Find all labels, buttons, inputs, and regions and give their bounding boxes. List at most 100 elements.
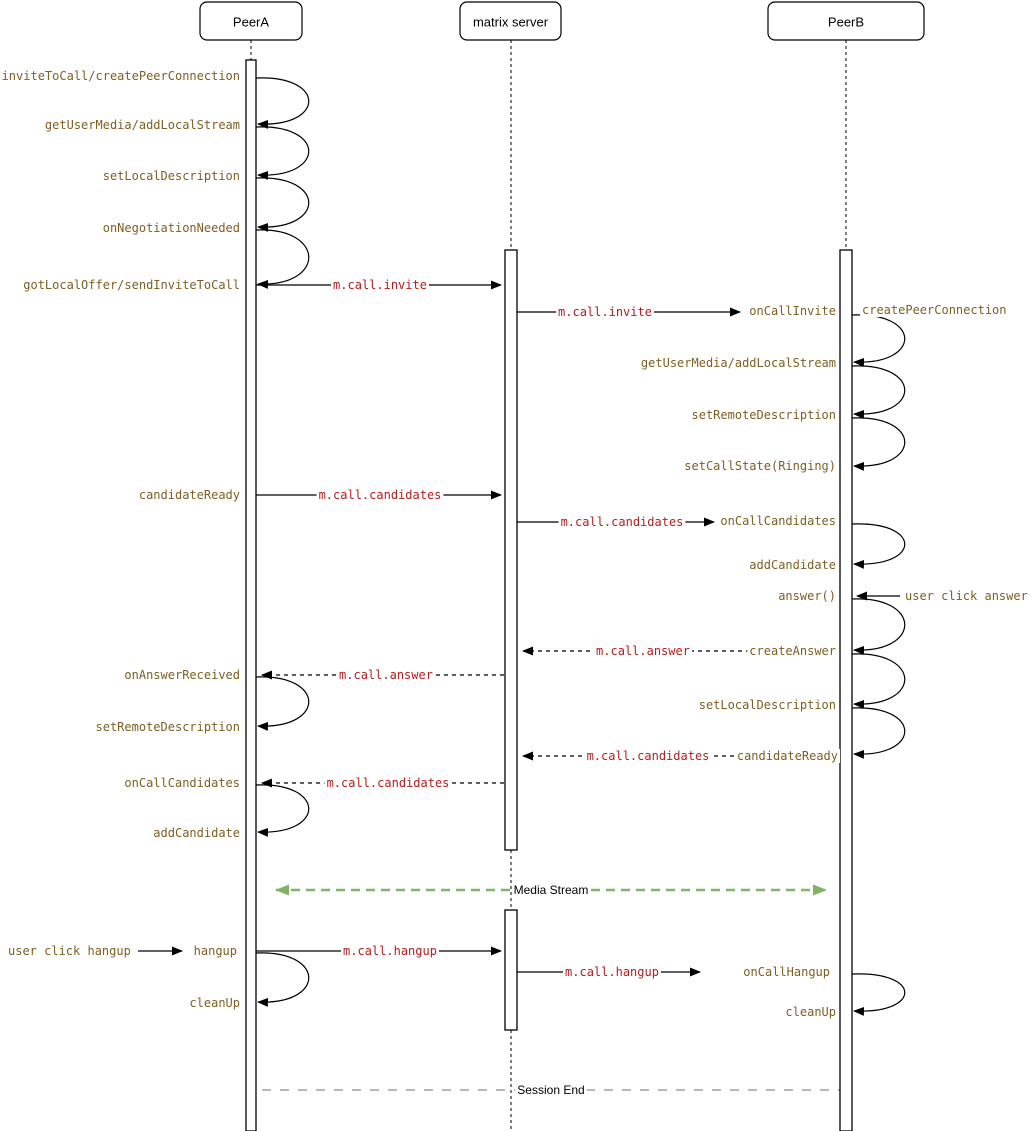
media-stream-label: Media Stream [514,883,589,897]
self-loop-arrow-13 [851,707,906,759]
actor-box-matrix-server [459,1,562,41]
action-label-21: candidateReady [737,749,838,763]
action-label-9-bg [151,826,242,840]
labels-layer: inviteToCall/createPeerConnection getUser… [0,69,1030,1097]
activation-bar-peer-b [839,249,853,1131]
action-label-13: getUserMedia/addLocalStream [641,356,836,370]
message-label-4-bg [594,644,692,658]
message-label-2-bg [316,488,444,502]
activation-bar-matrix-server [504,249,518,851]
actor-box-peer-b [767,1,925,41]
message-label-8: m.call.hangup [343,944,437,958]
action-label-4-bg [21,278,242,292]
message-label-6-bg [584,749,712,763]
activation-bar-peer-a [245,59,257,1131]
action-label-2: setLocalDescription [103,169,240,183]
action-label-19: createAnswer [749,644,836,658]
self-loop-arrow-11 [851,598,906,655]
action-label-3-bg [100,221,242,235]
message-label-6: m.call.candidates [587,749,710,763]
action-label-14-bg [689,408,838,422]
message-label-9: m.call.hangup [565,965,659,979]
actor-title-peer-b: PeerB [828,15,864,30]
session-end-label-bg [515,1083,587,1097]
self-loop-arrow-2 [255,177,310,232]
action-label-6: onAnswerReceived [124,668,240,682]
action-label-26: user click hangup [8,944,131,958]
action-label-8-bg [122,776,242,790]
action-label-20-bg [696,698,838,712]
action-label-18-bg [776,589,838,603]
action-label-23: cleanUp [785,1005,836,1019]
activation-bar-matrix-server [504,909,518,1031]
self-loop-arrow-9 [851,417,906,471]
message-label-5: m.call.answer [339,668,433,682]
self-loop-arrow-14 [851,973,906,1016]
action-label-5: candidateReady [139,488,240,502]
action-label-15: setCallState(Ringing) [684,459,836,473]
action-label-1: getUserMedia/addLocalStream [45,118,240,132]
action-label-5-bg [136,488,242,502]
self-loop-arrow-3 [255,229,310,289]
self-loop-arrow-1 [255,126,310,180]
action-label-12-bg [747,304,838,318]
self-loop-arrow-12 [851,653,906,709]
action-label-15-bg [682,459,838,473]
action-label-20: setLocalDescription [699,698,836,712]
action-label-1-bg [42,118,242,132]
action-label-24-bg [860,303,1009,317]
message-label-1: m.call.invite [558,305,652,319]
actor-title-peer-a: PeerA [233,15,269,30]
action-label-22-bg [741,965,832,979]
action-label-9: addCandidate [153,826,240,840]
action-label-11: cleanUp [189,996,240,1010]
action-label-13-bg [638,356,838,370]
self-loop-arrow-8 [851,365,906,419]
action-label-10: hangup [194,944,237,958]
message-label-4: m.call.answer [596,644,690,658]
action-label-16: onCallCandidates [720,514,836,528]
message-label-0-bg [331,278,429,292]
action-label-25-bg [903,589,1030,603]
message-label-3-bg [558,515,686,529]
actor-title-matrix-server: matrix server [473,15,549,30]
action-label-22: onCallHangup [743,965,830,979]
session-end-label: Session End [517,1083,584,1097]
action-label-3: onNegotiationNeeded [103,221,240,235]
action-label-2-bg [100,169,242,183]
action-label-10-bg [191,944,239,958]
self-loop-arrow-6 [255,952,310,1007]
action-label-0: inviteToCall/createPeerConnection [2,69,240,83]
action-label-26-bg [6,944,133,958]
action-label-23-bg [783,1005,838,1019]
action-label-25: user click answer [905,589,1028,603]
action-label-8: onCallCandidates [124,776,240,790]
action-label-21-bg [734,749,840,763]
message-label-9-bg [563,965,661,979]
message-label-7-bg [324,776,452,790]
action-label-17: addCandidate [749,558,836,572]
action-label-17-bg [747,558,838,572]
media-stream-label-bg [511,883,591,897]
action-label-6-bg [122,668,242,682]
self-loop-arrow-0 [255,77,310,129]
action-label-18: answer() [778,589,836,603]
message-label-2: m.call.candidates [319,488,442,502]
action-label-12: onCallInvite [749,304,836,318]
action-label-16-bg [718,514,838,528]
action-label-14: setRemoteDescription [692,408,837,422]
message-label-5-bg [337,668,435,682]
message-label-7: m.call.candidates [327,776,450,790]
action-label-4: gotLocalOffer/sendInviteToCall [23,278,240,292]
action-label-19-bg [747,644,838,658]
action-label-7: setRemoteDescription [96,720,241,734]
self-loop-arrow-7 [851,314,906,367]
action-label-7-bg [93,720,242,734]
message-label-8-bg [341,944,439,958]
message-label-0: m.call.invite [333,278,427,292]
self-loop-arrow-5 [255,784,310,837]
action-label-0-bg [0,69,242,83]
action-label-24: createPeerConnection [862,303,1007,317]
